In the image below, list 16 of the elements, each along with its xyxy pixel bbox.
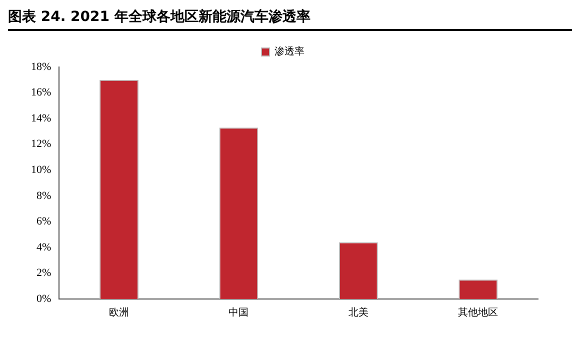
y-tick-label: 18% [30, 60, 52, 73]
x-tick-label: 其他地区 [458, 306, 498, 319]
y-tick-label: 6% [36, 216, 52, 228]
y-tick-label: 16% [30, 86, 52, 99]
chart-title: 图表 24. 2021 年全球各地区新能源汽车渗透率 [8, 8, 572, 31]
y-tick-label: 8% [36, 190, 52, 202]
y-tick-label: 0% [36, 292, 52, 305]
x-tick-label: 欧洲 [109, 306, 130, 319]
y-tick-label: 14% [30, 112, 52, 124]
y-tick-label: 10% [30, 164, 52, 176]
x-tick-label: 中国 [228, 306, 249, 319]
y-tick-label: 4% [36, 241, 52, 254]
x-tick-label: 北美 [348, 306, 368, 319]
legend-label: 渗透率 [274, 46, 304, 58]
y-tick-label: 12% [30, 138, 52, 150]
y-tick-label: 2% [36, 267, 52, 280]
